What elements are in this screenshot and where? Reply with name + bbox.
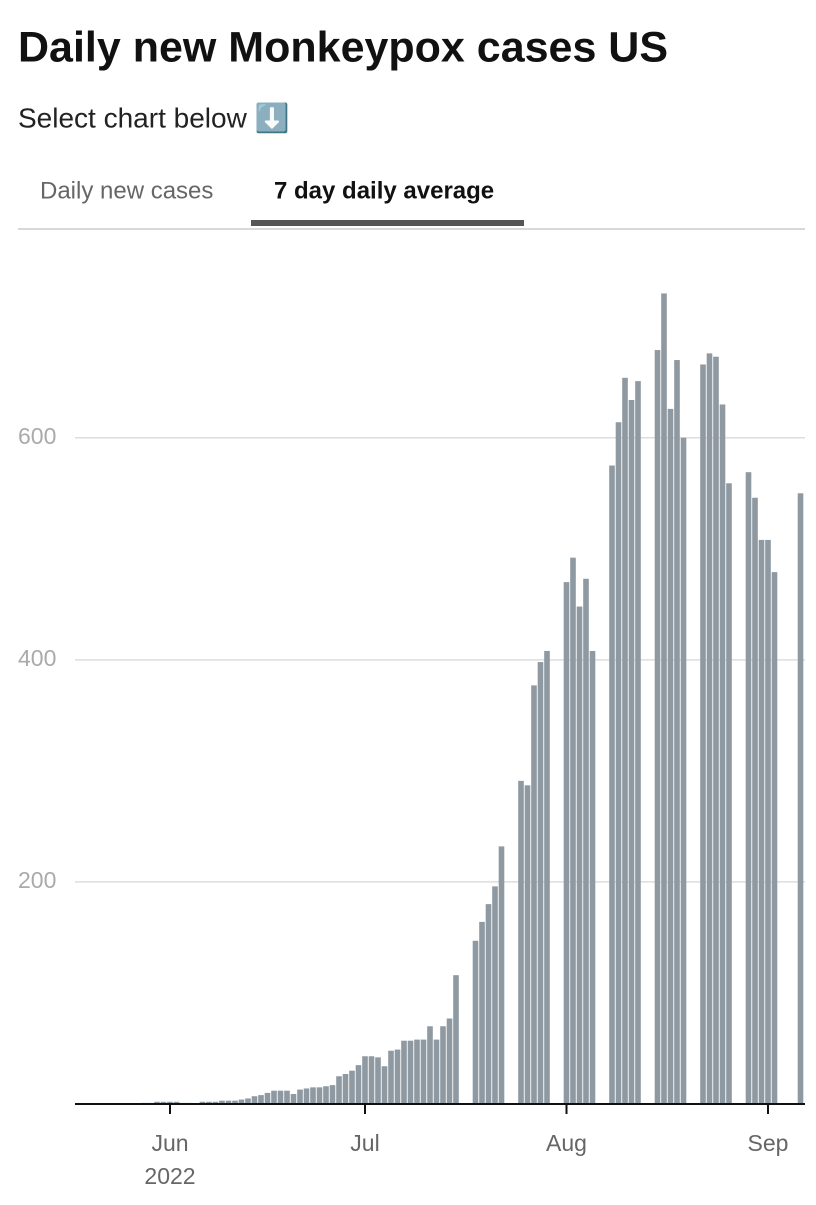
bar: [173, 1101, 180, 1104]
bar: [492, 886, 498, 1104]
bar: [284, 1090, 290, 1104]
bar: [167, 1101, 173, 1104]
bar: [394, 1049, 401, 1104]
tab[interactable]: Daily new cases: [40, 177, 213, 204]
x-tick-year: 2022: [144, 1163, 195, 1189]
y-tick-label: 200: [18, 867, 56, 893]
bar: [719, 404, 726, 1104]
bar: [381, 1066, 388, 1104]
bar: [622, 377, 628, 1105]
bar: [609, 465, 615, 1104]
y-tick-label: 400: [18, 645, 56, 671]
x-tick-label: Jun: [151, 1130, 188, 1156]
title: Daily new Monkeypox cases US: [18, 23, 668, 71]
bar: [154, 1101, 160, 1104]
bar: [518, 780, 524, 1104]
bar: [251, 1096, 258, 1104]
tab[interactable]: 7 day daily average: [274, 177, 494, 204]
bar: [563, 582, 570, 1104]
y-tick-label: 600: [18, 423, 56, 449]
bar: [375, 1057, 381, 1104]
bar: [342, 1074, 349, 1104]
bar: [453, 975, 459, 1104]
bar: [225, 1100, 232, 1104]
bar: [446, 1018, 453, 1104]
bar: [570, 557, 576, 1104]
tab-underline: [251, 220, 524, 226]
bar: [271, 1090, 277, 1104]
bar: [589, 650, 596, 1104]
bar: [303, 1088, 310, 1104]
bar: [297, 1089, 303, 1104]
bar: [212, 1101, 219, 1104]
bar: [290, 1094, 297, 1104]
bar: [583, 578, 589, 1104]
bar: [771, 572, 778, 1104]
bar: [160, 1101, 167, 1104]
bar: [667, 408, 674, 1104]
x-tick-label: Aug: [546, 1130, 587, 1156]
x-tick-label: Sep: [748, 1130, 789, 1156]
bar: [537, 662, 544, 1104]
x-tick-label: Jul: [350, 1130, 379, 1156]
bar: [440, 1026, 446, 1104]
bar: [355, 1065, 362, 1104]
bar: [531, 685, 537, 1104]
bar: [726, 483, 732, 1104]
bar: [576, 606, 583, 1104]
bar: [524, 785, 531, 1104]
bar: [752, 497, 758, 1104]
bar: [316, 1087, 323, 1104]
bar: [388, 1050, 394, 1104]
bar: [323, 1086, 329, 1104]
bar: [232, 1100, 238, 1104]
bar: [245, 1098, 251, 1104]
bar: [336, 1076, 342, 1104]
bar: [758, 539, 765, 1104]
bar: [420, 1039, 427, 1104]
bar: [700, 364, 706, 1104]
bar: [427, 1026, 433, 1104]
bar: [238, 1099, 245, 1104]
bar: [310, 1087, 316, 1104]
bar: [258, 1095, 264, 1104]
bar: [264, 1092, 271, 1104]
bar: [479, 921, 485, 1104]
bar: [498, 846, 505, 1104]
bar: [674, 360, 680, 1105]
bar: [401, 1040, 407, 1104]
bar: [407, 1040, 414, 1104]
bar: [628, 400, 635, 1104]
bar: [206, 1101, 212, 1104]
bar: [680, 437, 687, 1104]
bar: [362, 1056, 368, 1104]
bar: [414, 1039, 420, 1104]
bar: [635, 381, 641, 1104]
bar: [615, 422, 622, 1104]
bar: [745, 472, 752, 1104]
bar: [368, 1056, 375, 1104]
bar: [654, 350, 661, 1105]
subtitle: Select chart below ⬇️: [18, 101, 289, 134]
bar: [797, 493, 804, 1104]
bar: [277, 1090, 284, 1104]
bar: [485, 904, 492, 1104]
bar: [433, 1039, 440, 1104]
bar: [544, 650, 550, 1104]
bar: [472, 940, 479, 1104]
bar: [765, 539, 771, 1104]
bar: [661, 293, 667, 1104]
bar: [199, 1101, 206, 1104]
bar: [329, 1085, 336, 1104]
bar: [349, 1070, 355, 1104]
bar: [219, 1100, 225, 1104]
bar: [713, 356, 719, 1105]
bar: [706, 353, 713, 1105]
